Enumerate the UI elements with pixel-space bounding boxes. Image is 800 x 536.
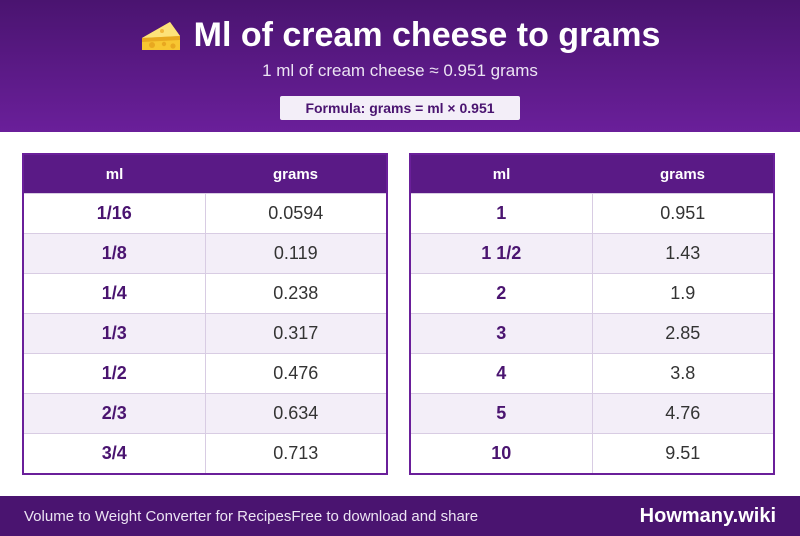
table-header-row: ml grams [410,154,774,194]
table-row: 10 9.51 [409,433,775,475]
table-row: 2/3 0.634 [22,393,388,434]
ml-cell: 1/3 [22,313,206,354]
grams-cell: 0.119 [204,233,388,274]
grams-cell: 0.713 [204,433,388,475]
table-header-row: ml grams [23,154,387,194]
cheese-icon [141,22,180,50]
ml-cell: 3/4 [22,433,206,475]
title-row: Ml of cream cheese to grams [0,14,800,56]
grams-cell: 2.85 [591,313,775,354]
grams-cell: 4.76 [591,393,775,434]
grams-cell: 0.317 [204,313,388,354]
page-subtitle: 1 ml of cream cheese ≈ 0.951 grams [262,61,538,80]
ml-cell: 1/16 [22,193,206,234]
column-header-ml: ml [410,154,592,194]
grams-cell: 0.0594 [204,193,388,234]
ml-cell: 4 [409,353,593,394]
footer-bar: Volume to Weight Converter for RecipesFr… [0,496,800,536]
brand-logo-text[interactable]: Howmany.wiki [639,505,776,527]
table-row: 1/2 0.476 [22,353,388,394]
ml-cell: 10 [409,433,593,475]
table-row: 1/8 0.119 [22,233,388,274]
grams-cell: 0.238 [204,273,388,314]
column-header-grams: grams [205,154,387,194]
ml-cell: 1 [409,193,593,234]
grams-cell: 3.8 [591,353,775,394]
header-banner: Ml of cream cheese to grams 1 ml of crea… [0,0,800,132]
ml-cell: 1/4 [22,273,206,314]
column-header-grams: grams [592,154,774,194]
conversion-table-left: ml grams 1/16 0.0594 1/8 0.119 1/4 0.238… [22,153,388,475]
footer-tagline: Volume to Weight Converter for RecipesFr… [24,508,479,525]
grams-cell: 0.951 [591,193,775,234]
table-row: 1/4 0.238 [22,273,388,314]
ml-cell: 2/3 [22,393,206,434]
table-row: 1/3 0.317 [22,313,388,354]
ml-cell: 1 1/2 [409,233,593,274]
table-row: 1 0.951 [409,193,775,234]
formula-badge: Formula: grams = ml × 0.951 [280,96,520,120]
ml-cell: 1/2 [22,353,206,394]
grams-cell: 9.51 [591,433,775,475]
table-row: 1/16 0.0594 [22,193,388,234]
grams-cell: 0.634 [204,393,388,434]
ml-cell: 1/8 [22,233,206,274]
page-title: Ml of cream cheese to grams [193,15,661,54]
ml-cell: 3 [409,313,593,354]
grams-cell: 1.43 [591,233,775,274]
grams-cell: 1.9 [591,273,775,314]
ml-cell: 5 [409,393,593,434]
table-row: 3 2.85 [409,313,775,354]
conversion-table-right: ml grams 1 0.951 1 1/2 1.43 2 1.9 3 2.85… [409,153,775,475]
table-row: 3/4 0.713 [22,433,388,475]
table-row: 4 3.8 [409,353,775,394]
column-header-ml: ml [23,154,205,194]
ml-cell: 2 [409,273,593,314]
grams-cell: 0.476 [204,353,388,394]
table-row: 1 1/2 1.43 [409,233,775,274]
table-row: 2 1.9 [409,273,775,314]
table-row: 5 4.76 [409,393,775,434]
